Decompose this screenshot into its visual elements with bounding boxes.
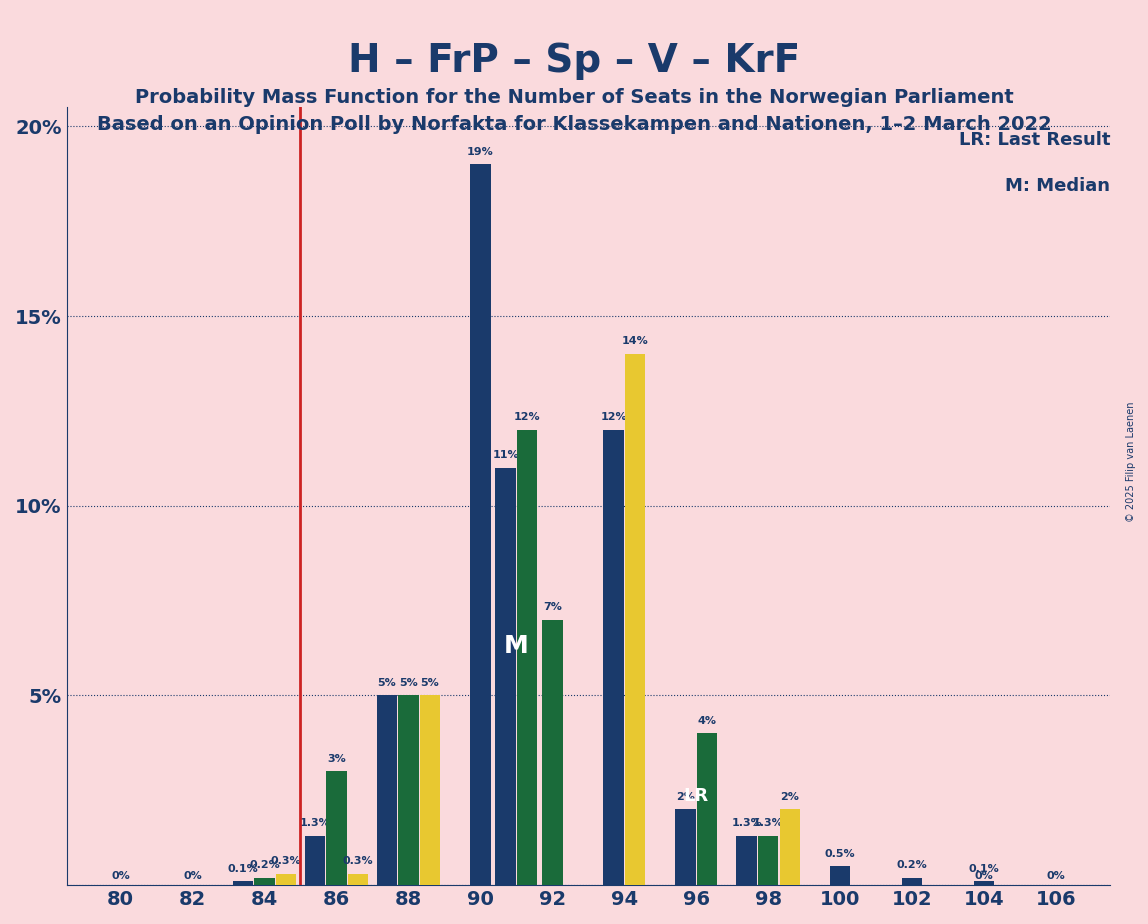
Text: 12%: 12% [600,412,627,422]
Bar [276,874,296,885]
Text: Probability Mass Function for the Number of Seats in the Norwegian Parliament: Probability Mass Function for the Number… [134,88,1014,107]
Bar [420,696,441,885]
Bar [736,836,757,885]
Bar [348,874,369,885]
Bar [517,430,537,885]
Bar [974,881,994,885]
Text: 7%: 7% [543,602,561,612]
Text: M: M [504,634,529,658]
Text: © 2025 Filip van Laenen: © 2025 Filip van Laenen [1126,402,1135,522]
Text: 12%: 12% [514,412,541,422]
Text: 0.2%: 0.2% [249,860,280,870]
Bar [233,881,254,885]
Bar [625,354,645,885]
Text: 0.5%: 0.5% [825,848,855,858]
Text: 0.3%: 0.3% [343,857,373,866]
Bar [779,809,800,885]
Bar [542,620,563,885]
Text: 0.1%: 0.1% [969,864,1000,874]
Text: 0%: 0% [1047,871,1065,881]
Text: 5%: 5% [420,678,440,687]
Text: 0.1%: 0.1% [227,864,258,874]
Text: 1.3%: 1.3% [731,819,762,828]
Text: 0%: 0% [184,871,202,881]
Text: H – FrP – Sp – V – KrF: H – FrP – Sp – V – KrF [348,42,800,79]
Bar [254,878,274,885]
Bar [697,734,718,885]
Bar [495,468,515,885]
Bar [902,878,922,885]
Text: 0%: 0% [111,871,130,881]
Text: 1.3%: 1.3% [300,819,331,828]
Bar [326,772,347,885]
Bar [675,809,696,885]
Text: 0%: 0% [975,871,993,881]
Text: LR: LR [684,787,708,806]
Bar [304,836,325,885]
Text: 2%: 2% [781,792,799,802]
Bar [758,836,778,885]
Text: 0.3%: 0.3% [271,857,302,866]
Bar [398,696,419,885]
Text: 2%: 2% [676,792,695,802]
Text: 4%: 4% [698,716,716,725]
Bar [377,696,397,885]
Text: 5%: 5% [378,678,396,687]
Text: 1.3%: 1.3% [753,819,784,828]
Text: 5%: 5% [400,678,418,687]
Text: M: Median: M: Median [1004,177,1110,195]
Bar [603,430,623,885]
Text: Based on an Opinion Poll by Norfakta for Klassekampen and Nationen, 1–2 March 20: Based on an Opinion Poll by Norfakta for… [96,116,1052,135]
Text: 14%: 14% [622,336,649,346]
Text: 0.2%: 0.2% [897,860,928,870]
Text: 11%: 11% [492,450,519,460]
Bar [830,866,851,885]
Text: 3%: 3% [327,754,346,764]
Text: LR: Last Result: LR: Last Result [959,130,1110,149]
Text: 19%: 19% [467,147,494,157]
Bar [471,164,490,885]
